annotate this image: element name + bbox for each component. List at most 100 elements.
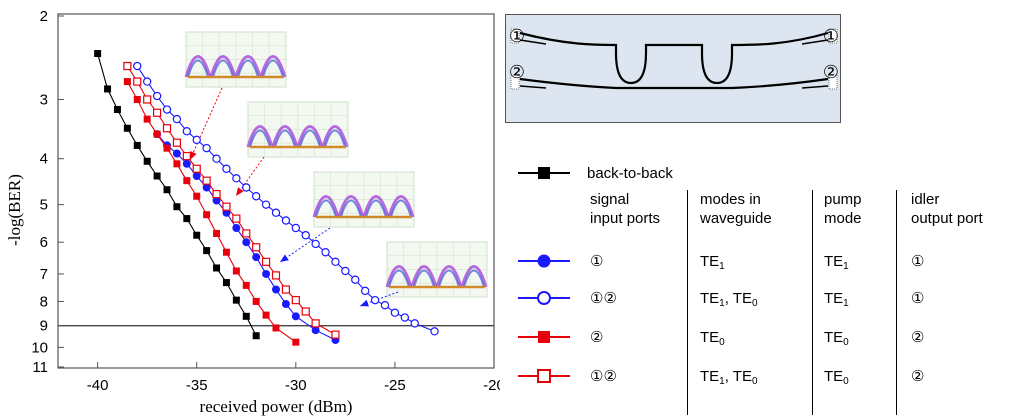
data-point	[291, 223, 301, 233]
waveguide-schematic: ① ② ① ②	[509, 26, 839, 90]
row3-modes: TE0	[700, 329, 725, 348]
data-point	[252, 332, 260, 340]
x-tick-label: -25	[384, 377, 406, 394]
table-divider-1	[687, 190, 688, 415]
data-point	[142, 77, 152, 86]
y-tick-label: 9	[40, 318, 48, 335]
data-point	[262, 269, 271, 278]
ber-chart: -40 -35 -30 -25 -20 2 3 4 5 6 7 8 9 10 11 received pow…	[5, 8, 500, 416]
row2-signal: ①②	[590, 290, 617, 307]
y-tick-label: 2	[40, 8, 48, 25]
row4-signal: ①②	[590, 368, 617, 385]
eye-diagram-inset	[359, 241, 488, 307]
data-point	[252, 243, 261, 252]
data-point	[262, 311, 270, 319]
data-point	[252, 297, 260, 305]
data-point	[143, 157, 151, 165]
data-point	[232, 214, 241, 223]
row1-idler: ①	[911, 253, 925, 270]
data-point	[390, 308, 400, 317]
data-point	[222, 164, 231, 173]
grating-coupler-right-2	[828, 74, 838, 90]
row4-modes: TE1, TE0	[700, 368, 758, 387]
grating-coupler-right-1	[828, 28, 838, 44]
x-tick-label: -35	[186, 377, 208, 394]
data-point	[222, 279, 230, 287]
data-point	[192, 135, 201, 145]
data-point	[341, 266, 350, 276]
data-point	[153, 172, 161, 180]
y-tick-label: 3	[40, 91, 48, 108]
row2-modes: TE1, TE0	[700, 290, 758, 309]
eye-diagram-insets	[184, 31, 488, 307]
row4-pump: TE0	[824, 368, 849, 387]
port-label-left-1: ①	[509, 26, 525, 47]
data-point	[133, 95, 141, 103]
data-point	[203, 247, 211, 255]
data-point	[94, 50, 102, 58]
data-point	[182, 152, 191, 161]
data-point	[212, 154, 221, 163]
data-point	[410, 319, 419, 328]
data-point	[162, 124, 172, 133]
row2-pump: TE1	[824, 290, 849, 309]
port-label-right-1: ①	[823, 26, 839, 47]
series-4	[123, 61, 340, 339]
data-point	[213, 264, 221, 272]
taper-lines	[519, 39, 829, 89]
data-point	[183, 215, 191, 223]
data-point	[173, 160, 181, 168]
data-point	[360, 286, 370, 296]
data-point	[351, 275, 360, 284]
data-point	[271, 271, 281, 280]
data-point	[193, 231, 201, 239]
data-point	[202, 183, 211, 192]
header-signal: signal input ports	[590, 191, 661, 227]
data-point	[163, 144, 171, 152]
data-series	[94, 50, 439, 346]
waveguide-lower	[519, 77, 829, 90]
data-point	[133, 61, 142, 71]
data-point	[321, 248, 330, 257]
data-point	[271, 208, 281, 217]
data-point	[242, 183, 251, 192]
data-point	[143, 95, 152, 104]
y-axis-label: -log(BER)	[5, 174, 24, 246]
data-point	[172, 138, 182, 147]
y-tick-label: 10	[31, 339, 48, 356]
data-point	[252, 253, 261, 262]
data-point	[143, 115, 151, 123]
data-point	[212, 189, 221, 199]
data-point	[272, 285, 280, 294]
data-point	[172, 114, 182, 124]
header-modes: modes in waveguide	[700, 191, 772, 227]
legend-label-back-to-back: back-to-back	[587, 165, 673, 182]
data-point	[242, 229, 251, 238]
data-point	[123, 124, 131, 132]
data-point	[212, 196, 221, 205]
data-point	[331, 257, 340, 267]
legend-marker-te0-open	[518, 369, 570, 383]
grating-coupler-left-1	[510, 28, 520, 44]
data-point	[123, 61, 132, 71]
row3-pump: TE0	[824, 329, 849, 348]
data-point	[153, 130, 161, 138]
data-point	[370, 295, 380, 305]
legend-markers	[518, 167, 570, 383]
data-point	[152, 91, 162, 101]
data-point	[281, 299, 290, 308]
row4-idler: ②	[911, 368, 925, 385]
data-point	[311, 326, 320, 335]
row3-idler: ②	[911, 329, 925, 346]
y-tick-label: 5	[40, 197, 48, 214]
data-point	[291, 312, 300, 321]
data-point	[281, 216, 291, 225]
data-point	[202, 176, 211, 185]
legend-marker-te0-filled	[518, 331, 570, 343]
header-pump: pump mode	[824, 191, 862, 227]
data-point	[291, 296, 300, 305]
data-point	[183, 177, 191, 185]
series-3	[123, 78, 300, 346]
header-idler: idler output port	[911, 191, 983, 227]
x-axis-label: received power (dBm)	[200, 397, 353, 416]
